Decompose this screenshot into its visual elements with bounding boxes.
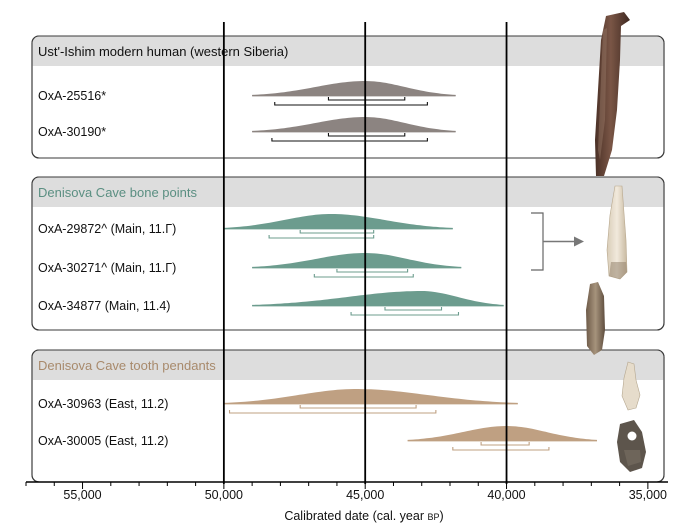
range-95 (271, 138, 428, 142)
denisova-bone-point-photo-1 (606, 185, 628, 280)
range-68 (299, 405, 417, 409)
x-axis-label: Calibrated date (cal. year BP) (284, 509, 443, 523)
sample-label: OxA-30271^ (Main, 11.Γ) (38, 261, 176, 275)
tooth-pendant-photo-1 (621, 361, 641, 411)
series-oxa-25516: OxA-25516* (38, 81, 456, 106)
x-tick-label: 50,000 (205, 488, 243, 502)
panel-3: Denisova Cave tooth pendants (31, 349, 665, 483)
range-68 (480, 442, 530, 446)
range-68 (299, 230, 375, 234)
x-tick-label: 40,000 (487, 488, 525, 502)
ust-ishim-femur-photo (595, 12, 630, 176)
range-95 (228, 410, 437, 414)
sample-label: OxA-30005 (East, 11.2) (38, 434, 168, 448)
range-95 (274, 102, 428, 106)
x-tick-label: 35,000 (629, 488, 667, 502)
probability-distribution (223, 214, 453, 229)
probability-distribution (223, 389, 518, 404)
series-oxa-30271: OxA-30271^ (Main, 11.Γ) (38, 253, 462, 278)
range-95 (452, 447, 550, 451)
denisova-bone-point-photo-2 (586, 282, 605, 355)
probability-distribution (252, 253, 462, 268)
tooth-pendant-photo-2 (617, 420, 646, 472)
probability-distribution (407, 426, 597, 441)
series-oxa-29872: OxA-29872^ (Main, 11.Γ) (38, 214, 453, 239)
sample-label: OxA-25516* (38, 89, 106, 103)
range-95 (313, 274, 414, 278)
probability-distribution (252, 117, 456, 132)
panel-title: Denisova Cave bone points (38, 185, 197, 200)
callout-arrow-head (574, 236, 584, 247)
panel-title: Denisova Cave tooth pendants (38, 358, 216, 373)
range-95 (268, 235, 375, 239)
probability-distribution (252, 81, 456, 96)
range-68 (384, 307, 443, 311)
x-axis-label-close: ) (439, 509, 443, 523)
series-oxa-30190: OxA-30190* (38, 117, 456, 142)
sample-label: OxA-30963 (East, 11.2) (38, 397, 168, 411)
range-68 (336, 269, 409, 273)
series-oxa-34877: OxA-34877 (Main, 11.4) (38, 291, 504, 316)
sample-label: OxA-29872^ (Main, 11.Γ) (38, 222, 176, 236)
probability-distribution (252, 291, 504, 306)
sample-label: OxA-34877 (Main, 11.4) (38, 299, 170, 313)
series-oxa-30963: OxA-30963 (East, 11.2) (38, 389, 518, 414)
x-tick-label: 45,000 (346, 488, 384, 502)
x-axis-label-bp: BP (427, 512, 439, 522)
x-tick-label: 55,000 (63, 488, 101, 502)
sample-label: OxA-30190* (38, 125, 106, 139)
range-68 (327, 133, 406, 137)
range-68 (327, 97, 406, 101)
range-95 (350, 312, 460, 316)
series-oxa-30005: OxA-30005 (East, 11.2) (38, 426, 597, 451)
panel-header-bar (32, 177, 664, 207)
panel-title: Ust'-Ishim modern human (western Siberia… (38, 44, 288, 59)
x-axis-label-main: Calibrated date (cal. year (284, 509, 427, 523)
panel-1: Ust'-Ishim modern human (western Siberia… (31, 35, 665, 159)
panel-header-bar (32, 36, 664, 66)
panel-header-bar (32, 350, 664, 380)
